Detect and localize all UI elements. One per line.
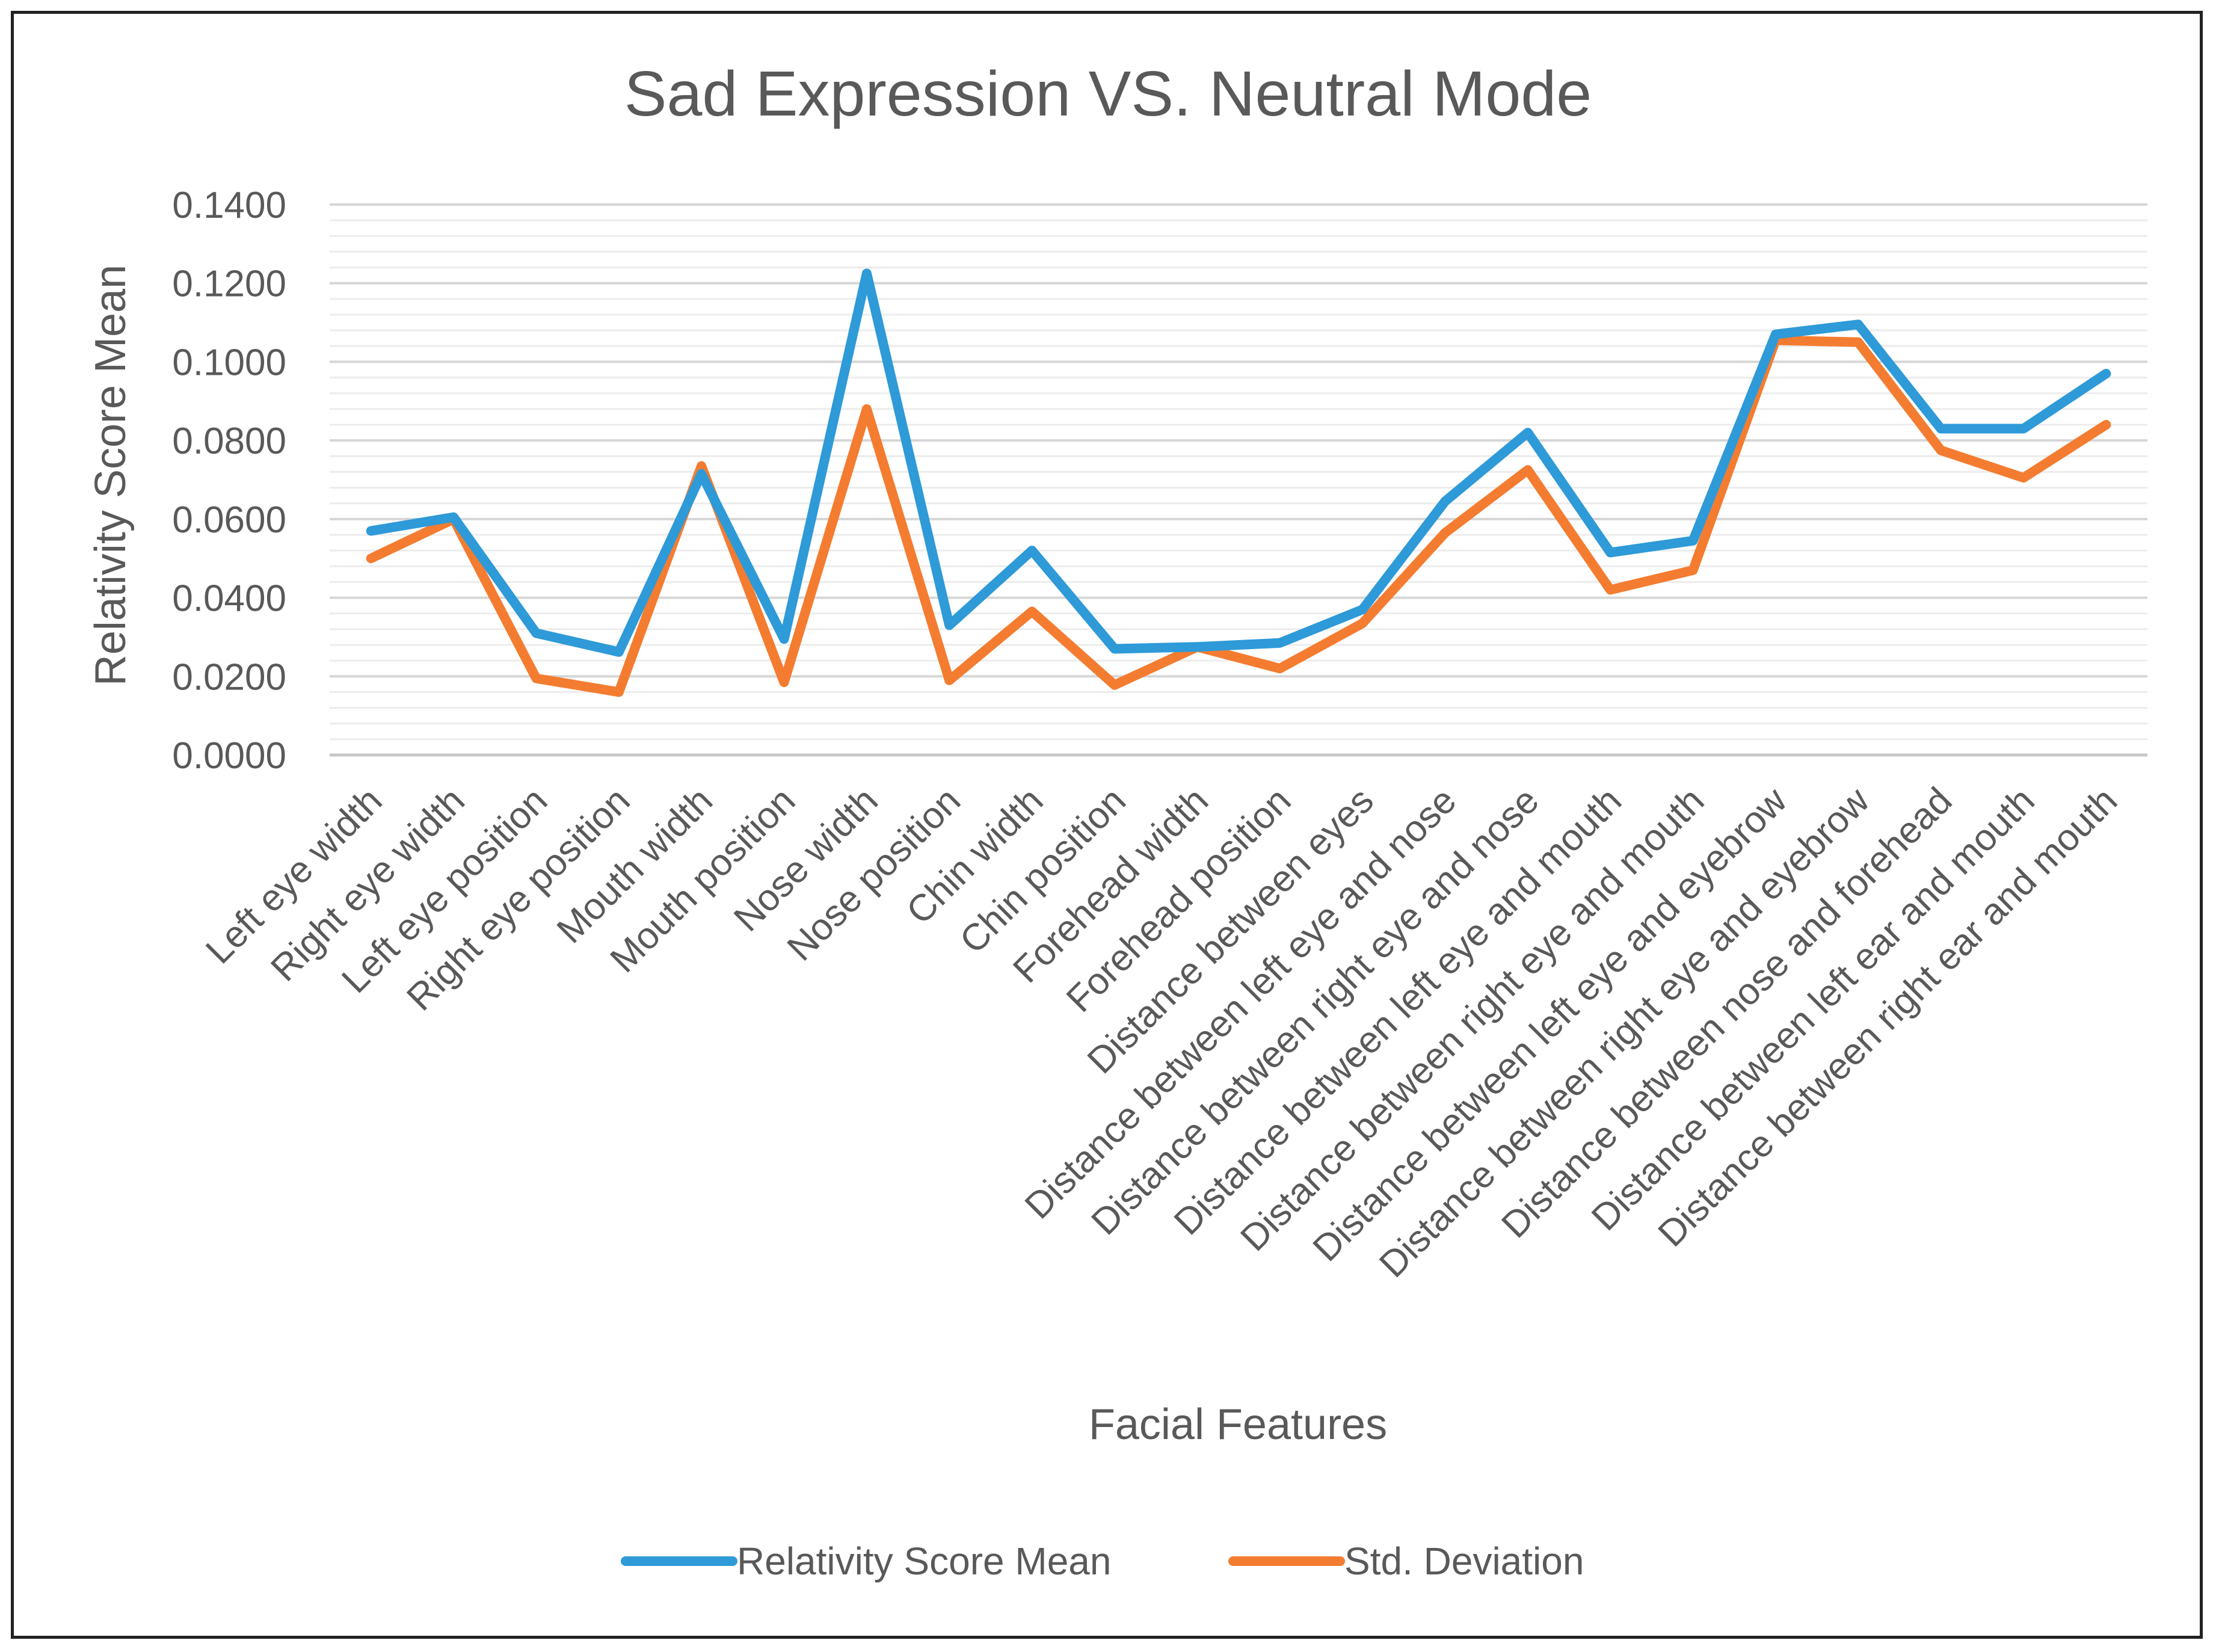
series-line-std-deviation xyxy=(366,335,2111,697)
y-axis-ticks: 0.0000 0.0200 0.0400 0.0600 0.0800 0.1000 0.12… xyxy=(172,185,286,777)
y-tick-label: 0.0000 xyxy=(172,735,286,777)
legend-label: Std. Deviation xyxy=(1344,1540,1584,1583)
y-tick-label: 0.0800 xyxy=(172,421,286,462)
series-lines xyxy=(366,268,2111,697)
y-tick-label: 0.1000 xyxy=(172,342,286,383)
legend-label: Relativity Score Mean xyxy=(737,1540,1111,1583)
grid-lines xyxy=(330,203,2147,757)
x-axis-title: Facial Features xyxy=(1089,1401,1387,1449)
y-tick-label: 0.1200 xyxy=(172,264,286,305)
series-line-relativity-score-mean xyxy=(366,268,2111,657)
y-tick-label: 0.0600 xyxy=(172,499,286,541)
legend: Relativity Score Mean Std. Deviation xyxy=(621,1540,1584,1583)
y-tick-label: 0.0400 xyxy=(172,578,286,620)
y-tick-label: 0.1400 xyxy=(172,185,286,226)
y-tick-label: 0.0200 xyxy=(172,656,286,698)
y-axis-title: Relativity Score Mean xyxy=(87,265,135,686)
chart-title: Sad Expression VS. Neutral Mode xyxy=(624,58,1592,129)
